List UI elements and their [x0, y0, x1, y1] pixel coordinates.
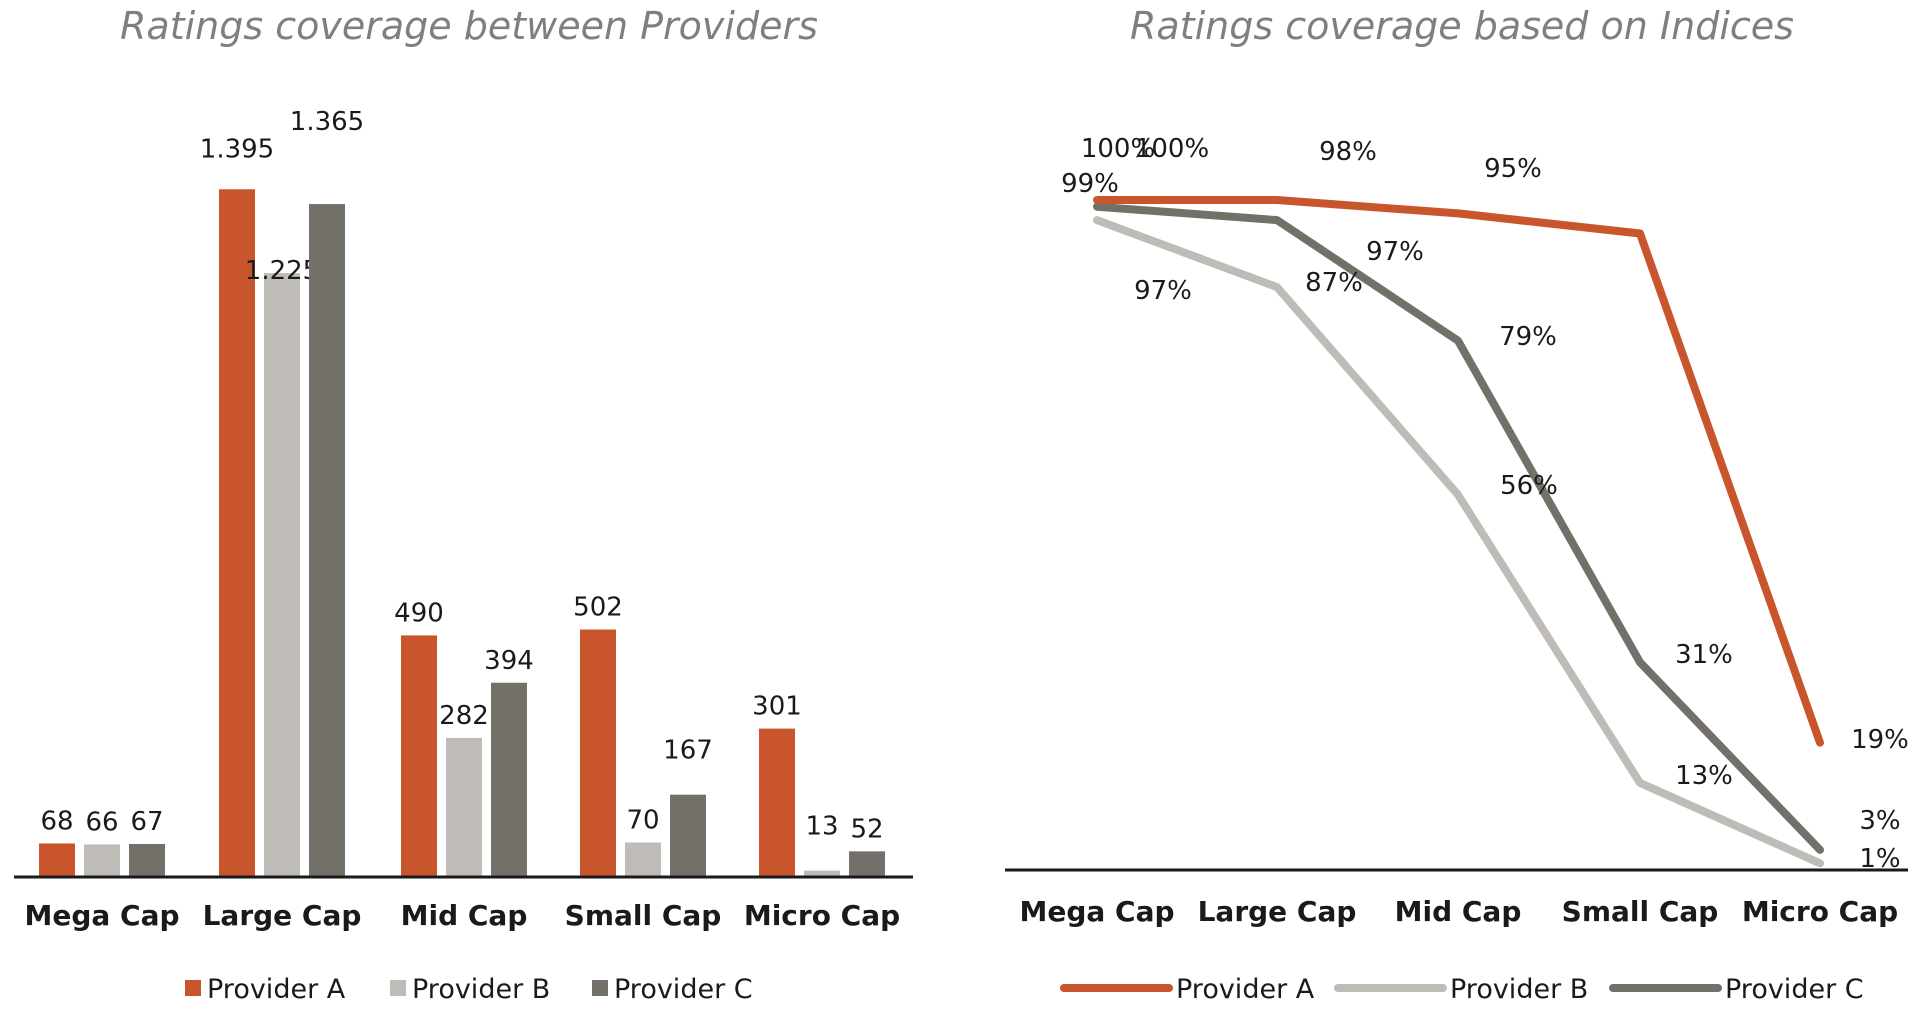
line-data-label: 13%	[1675, 761, 1733, 791]
bar-provider-c-mega-cap	[129, 843, 165, 877]
line-x-tick-label: Micro Cap	[1742, 895, 1898, 928]
bar-data-label: 66	[85, 807, 118, 837]
line-data-label: 100%	[1135, 134, 1209, 164]
bar-legend-swatch	[592, 980, 608, 996]
line-legend-label: Provider A	[1176, 974, 1315, 1005]
line-legend-label: Provider C	[1725, 974, 1864, 1005]
bar-provider-b-mega-cap	[84, 844, 120, 877]
bar-provider-a-mid-cap	[401, 635, 437, 877]
line-data-label: 56%	[1500, 471, 1558, 501]
bar-legend-label: Provider C	[614, 974, 753, 1005]
bar-data-label: 1.395	[200, 134, 274, 164]
line-legend-label: Provider B	[1450, 974, 1588, 1005]
bar-data-label: 167	[663, 736, 713, 766]
bar-chart-title: Ratings coverage between Providers	[120, 4, 818, 48]
bar-provider-a-micro-cap	[759, 728, 795, 877]
line-series-provider-c	[1093, 202, 1824, 854]
line-data-label: 100%	[1081, 134, 1155, 164]
line-x-tick-label: Large Cap	[1198, 895, 1357, 928]
bar-provider-a-mega-cap	[39, 843, 75, 877]
bar-data-label: 68	[40, 806, 73, 836]
line-data-label: 95%	[1484, 154, 1542, 184]
bar-provider-c-mid-cap	[491, 682, 527, 877]
bar-data-label: 67	[130, 807, 163, 837]
line-data-label: 19%	[1851, 725, 1909, 755]
bar-provider-c-micro-cap	[849, 851, 885, 877]
line-series-provider-b	[1093, 216, 1824, 868]
line-data-label: 98%	[1319, 137, 1377, 167]
line-chart-title: Ratings coverage based on Indices	[1130, 4, 1794, 48]
line-data-label: 87%	[1305, 268, 1363, 298]
line-x-tick-label: Mega Cap	[1019, 895, 1174, 928]
bar-provider-a-large-cap	[219, 189, 255, 877]
line-x-tick-label: Mid Cap	[1395, 895, 1522, 928]
line-data-label: 97%	[1366, 237, 1424, 267]
bar-legend-label: Provider A	[207, 974, 346, 1005]
bar-data-label: 52	[850, 814, 883, 844]
bar-x-tick-label: Small Cap	[565, 899, 722, 932]
bar-data-label: 490	[394, 598, 444, 628]
bar-provider-c-large-cap	[309, 204, 345, 877]
line-data-label: 99%	[1061, 169, 1119, 199]
line-data-label: 1%	[1859, 844, 1900, 874]
line-x-tick-label: Small Cap	[1562, 895, 1719, 928]
bar-data-label: 1.225	[245, 256, 319, 286]
bar-provider-b-mid-cap	[446, 737, 482, 877]
bar-x-tick-label: Micro Cap	[744, 899, 900, 932]
bar-data-label: 70	[626, 805, 659, 835]
line-data-label: 31%	[1675, 640, 1733, 670]
bar-provider-b-micro-cap	[804, 870, 840, 877]
line-series-provider-a	[1093, 196, 1824, 747]
bar-data-label: 394	[484, 646, 534, 676]
bar-data-label: 502	[573, 593, 623, 623]
bar-x-tick-label: Mega Cap	[24, 899, 179, 932]
bar-provider-b-large-cap	[264, 273, 300, 877]
bar-legend-label: Provider B	[412, 974, 550, 1005]
bar-legend-swatch	[185, 980, 201, 996]
bar-data-label: 13	[805, 812, 838, 842]
line-data-label: 79%	[1499, 322, 1557, 352]
bar-provider-a-small-cap	[580, 629, 616, 877]
bar-legend-swatch	[390, 980, 406, 996]
bar-provider-b-small-cap	[625, 842, 661, 877]
bar-data-label: 301	[752, 692, 802, 722]
line-data-label: 3%	[1859, 806, 1900, 836]
bar-data-label: 282	[439, 701, 489, 731]
bar-provider-c-small-cap	[670, 794, 706, 877]
bar-x-tick-label: Mid Cap	[401, 899, 528, 932]
line-data-label: 97%	[1134, 276, 1192, 306]
bar-x-tick-label: Large Cap	[203, 899, 362, 932]
bar-data-label: 1.365	[290, 107, 364, 137]
